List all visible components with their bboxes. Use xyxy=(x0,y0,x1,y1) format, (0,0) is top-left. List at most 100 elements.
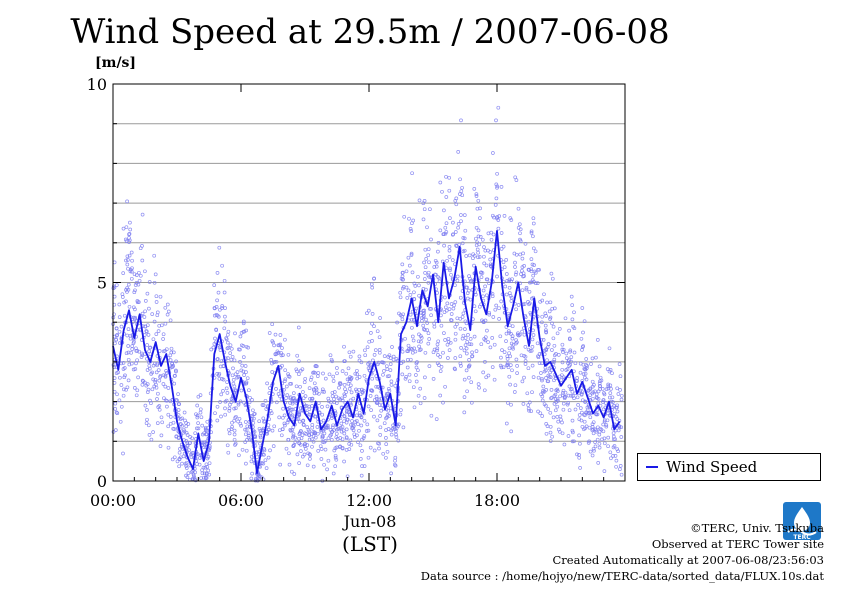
scatter-point xyxy=(119,324,124,329)
scatter-point xyxy=(177,464,181,469)
scatter-point xyxy=(529,269,534,274)
scatter-point xyxy=(366,455,371,460)
scatter-point xyxy=(441,400,445,405)
scatter-point xyxy=(590,356,595,361)
scatter-point xyxy=(502,265,507,270)
scatter-point xyxy=(223,406,227,411)
scatter-point xyxy=(279,433,284,438)
scatter-point xyxy=(609,456,613,461)
scatter-point xyxy=(175,459,180,464)
scatter-point xyxy=(155,397,159,401)
scatter-point xyxy=(613,454,618,458)
scatter-point xyxy=(493,307,498,312)
scatter-point xyxy=(499,185,504,189)
scatter-point xyxy=(470,354,475,358)
scatter-point xyxy=(552,357,557,362)
scatter-point xyxy=(400,372,405,377)
scatter-point xyxy=(276,392,281,396)
scatter-point xyxy=(174,397,179,402)
scatter-point xyxy=(175,398,179,403)
scatter-point xyxy=(128,220,132,225)
scatter-point xyxy=(243,440,248,444)
scatter-point xyxy=(222,278,227,283)
x-tick-label: 18:00 xyxy=(474,491,520,510)
scatter-point xyxy=(308,457,312,461)
scatter-point xyxy=(493,203,498,207)
scatter-point xyxy=(584,424,589,429)
scatter-point xyxy=(464,346,469,351)
scatter-point xyxy=(154,385,159,390)
scatter-point xyxy=(557,327,562,331)
scatter-point xyxy=(346,366,351,371)
scatter-point xyxy=(334,394,338,399)
scatter-point xyxy=(302,423,306,427)
scatter-point xyxy=(445,342,450,347)
scatter-point xyxy=(301,390,305,394)
scatter-point xyxy=(155,361,160,366)
scatter-point xyxy=(540,320,544,325)
scatter-point xyxy=(437,279,442,284)
scatter-point xyxy=(273,352,278,357)
scatter-point xyxy=(601,398,606,403)
scatter-point xyxy=(342,431,347,436)
scatter-point xyxy=(582,319,587,324)
scatter-point xyxy=(524,287,529,292)
scatter-point xyxy=(568,348,573,353)
scatter-point xyxy=(513,265,517,269)
scatter-point xyxy=(182,410,187,415)
scatter-point xyxy=(459,346,463,350)
scatter-point xyxy=(293,440,298,444)
scatter-point xyxy=(422,207,427,212)
scatter-point xyxy=(569,294,574,299)
scatter-point xyxy=(466,333,470,337)
scatter-point xyxy=(253,435,258,440)
scatter-point xyxy=(322,440,327,445)
scatter-point xyxy=(333,464,338,469)
scatter-point xyxy=(246,435,251,440)
scatter-point xyxy=(443,225,448,230)
scatter-point xyxy=(240,447,245,452)
scatter-point xyxy=(285,393,290,397)
scatter-point xyxy=(411,218,416,223)
scatter-point xyxy=(426,280,431,285)
scatter-point xyxy=(469,342,474,347)
scatter-point xyxy=(525,391,530,396)
scatter-point xyxy=(583,375,587,380)
scatter-point xyxy=(377,446,381,451)
scatter-point xyxy=(434,260,439,265)
scatter-point xyxy=(412,346,416,351)
scatter-point xyxy=(261,416,266,421)
scatter-point xyxy=(448,268,452,273)
scatter-point xyxy=(125,199,129,204)
scatter-point xyxy=(537,267,541,272)
scatter-point xyxy=(136,375,140,380)
scatter-point xyxy=(320,405,324,409)
scatter-point xyxy=(594,395,599,400)
scatter-point xyxy=(542,292,546,297)
scatter-point xyxy=(134,346,138,351)
scatter-point xyxy=(370,312,375,316)
scatter-point xyxy=(283,423,287,428)
scatter-point xyxy=(214,328,219,332)
scatter-point xyxy=(377,335,382,340)
scatter-point xyxy=(115,392,119,397)
scatter-point xyxy=(163,398,168,403)
scatter-point xyxy=(347,350,352,355)
scatter-point xyxy=(309,398,314,403)
scatter-point xyxy=(416,368,420,373)
scatter-point xyxy=(224,386,229,391)
scatter-point xyxy=(544,330,549,335)
scatter-point xyxy=(540,394,545,399)
scatter-point xyxy=(417,344,421,349)
scatter-point xyxy=(362,434,367,438)
scatter-point xyxy=(473,309,478,314)
scatter-point xyxy=(375,397,379,401)
scatter-point xyxy=(548,430,553,435)
scatter-point xyxy=(604,387,609,391)
scatter-point xyxy=(427,307,432,311)
scatter-point xyxy=(429,413,434,418)
scatter-point xyxy=(219,414,223,419)
scatter-point xyxy=(349,442,354,447)
scatter-point xyxy=(308,453,313,457)
scatter-point xyxy=(467,253,472,258)
